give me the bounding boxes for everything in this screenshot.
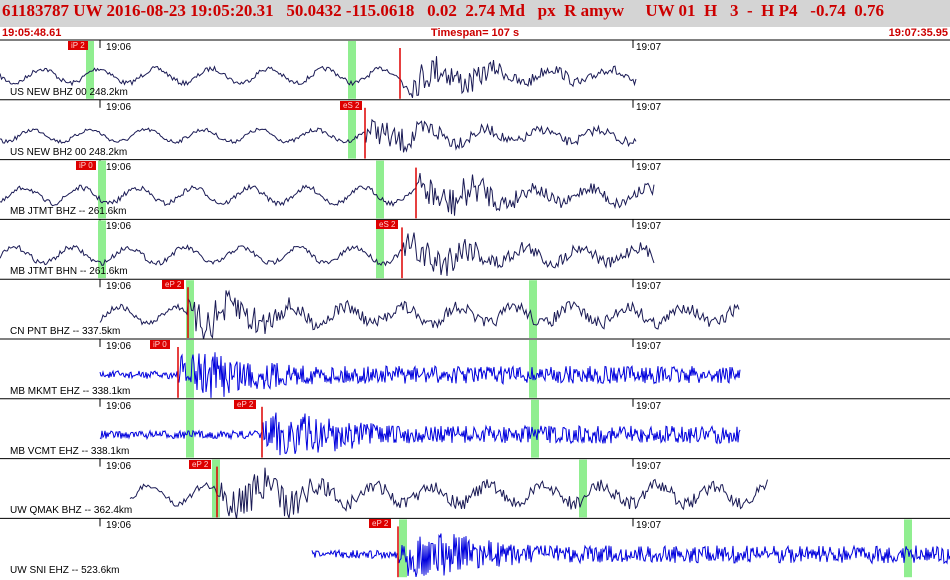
tick-label: 19:07: [636, 221, 662, 233]
phase-window: [904, 519, 912, 578]
phase-window: [529, 280, 537, 338]
tick-label: 19:06: [106, 42, 132, 53]
phase-pick-label[interactable]: eP 2: [234, 399, 257, 409]
waveform-trace[interactable]: [99, 352, 741, 398]
phase-pick-label[interactable]: eP 2: [162, 280, 185, 290]
phase-window: [348, 100, 356, 159]
phase-window: [529, 340, 537, 398]
waveform-trace[interactable]: [0, 56, 637, 98]
waveform-trace[interactable]: [129, 467, 768, 519]
phase-window: [86, 41, 94, 99]
phase-pick-label[interactable]: iP 0: [76, 160, 96, 170]
phase-pick-label[interactable]: eP 2: [369, 519, 392, 529]
phase-window: [186, 399, 194, 458]
waveform-trace[interactable]: [0, 173, 655, 216]
phase-window: [186, 340, 194, 398]
phase-window: [348, 41, 356, 99]
tick-label: 19:07: [636, 281, 662, 293]
phase-window: [579, 459, 587, 518]
station-label: US NEW BHZ 00 248.2km: [10, 86, 128, 98]
tick-label: 19:07: [636, 400, 662, 412]
station-label: CN PNT BHZ -- 337.5km: [10, 326, 121, 337]
tick-label: 19:07: [636, 520, 662, 532]
start-time: 19:05:48.61: [2, 27, 62, 39]
tick-label: 19:07: [636, 101, 662, 113]
waveform-trace[interactable]: [99, 289, 740, 340]
waveform-trace[interactable]: [311, 533, 950, 578]
phase-pick-label[interactable]: iP 0: [150, 340, 170, 349]
phase-pick-label[interactable]: eS 2: [376, 220, 399, 230]
phase-window: [186, 280, 194, 338]
tick-label: 19:07: [636, 161, 662, 173]
phase-pick-label[interactable]: eP 2: [189, 459, 212, 469]
timespan: Timespan= 107 s: [430, 27, 520, 39]
waveform-trace[interactable]: [0, 118, 637, 153]
station-label: UW SNI EHZ -- 523.6km: [10, 565, 120, 577]
tick-label: 19:07: [636, 460, 662, 472]
station-label: MB MKMT EHZ -- 338.1km: [10, 385, 131, 397]
tick-label: 19:06: [106, 520, 132, 532]
event-header: 61183787 UW 2016-08-23 19:05:20.31 50.04…: [0, 0, 950, 27]
end-time: 19:07:35.95: [888, 27, 948, 39]
waveform-trace[interactable]: [0, 232, 655, 277]
station-label: MB VCMT EHZ -- 338.1km: [10, 445, 130, 457]
station-label: MB JTMT BHZ -- 261.6km: [10, 206, 127, 218]
tick-label: 19:06: [106, 281, 132, 293]
phase-pick-label[interactable]: eS 2: [340, 100, 363, 110]
tick-label: 19:07: [636, 42, 662, 53]
phase-window: [531, 399, 539, 458]
station-label: UW QMAK BHZ -- 362.4km: [10, 505, 133, 517]
tick-label: 19:07: [636, 341, 662, 352]
phase-pick-label[interactable]: iP 2: [68, 41, 88, 50]
station-label: US NEW BH2 00 248.2km: [10, 146, 128, 158]
phase-window: [376, 160, 384, 219]
tick-label: 19:06: [106, 101, 132, 113]
tick-label: 19:06: [106, 161, 132, 173]
tick-label: 19:06: [106, 460, 132, 472]
waveform-trace[interactable]: [99, 412, 741, 456]
station-label: MB JTMT BHN -- 261.6km: [10, 266, 128, 278]
phase-window: [98, 160, 106, 219]
phase-window: [212, 459, 220, 518]
phase-window: [399, 519, 407, 578]
tick-label: 19:06: [106, 400, 132, 412]
phase-window: [98, 220, 106, 279]
tick-label: 19:06: [106, 341, 132, 352]
phase-window: [376, 220, 384, 279]
tick-label: 19:06: [106, 221, 132, 233]
event-summary: 61183787 UW 2016-08-23 19:05:20.31 50.04…: [2, 1, 884, 20]
